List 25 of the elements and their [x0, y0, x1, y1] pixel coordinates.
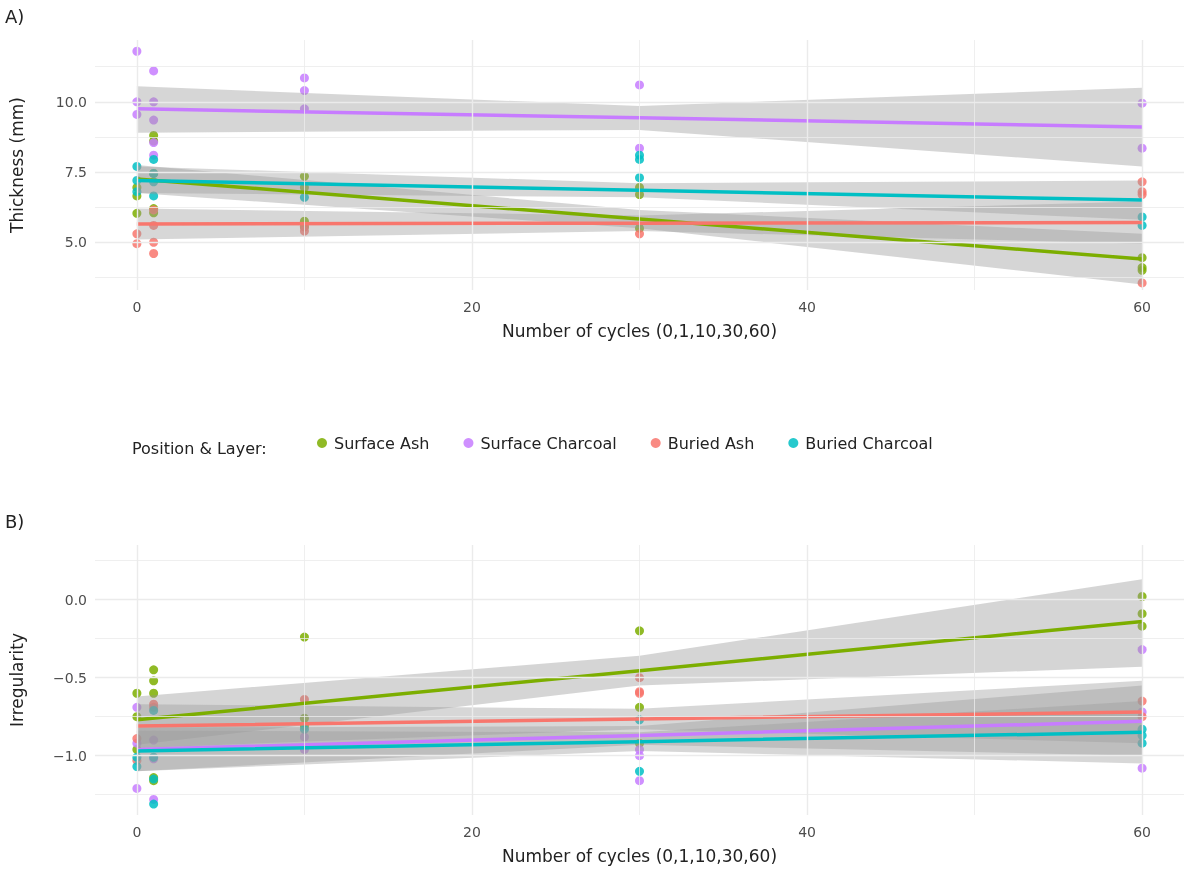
legend-label: Buried Ash	[667, 433, 755, 453]
y-tick-label: 5.0	[64, 234, 87, 251]
x-axis-title: Number of cycles (0,1,10,30,60)	[501, 845, 778, 866]
y-tick-label: 7.5	[64, 164, 87, 181]
x-tick-label: 20	[463, 299, 481, 315]
y-tick-label: 0.0	[64, 591, 87, 608]
x-tick-label: 0	[132, 299, 142, 315]
x-tick-label: 40	[798, 824, 816, 840]
y-tick-label: −1.0	[53, 747, 87, 764]
x-axis-title: Number of cycles (0,1,10,30,60)	[501, 320, 778, 341]
x-tick-label: 40	[798, 299, 816, 315]
y-axis-title: Irregularity	[6, 633, 27, 727]
legend-label: Surface Ash	[334, 433, 430, 453]
x-tick-label: 60	[1133, 824, 1152, 840]
legend-label: Surface Charcoal	[480, 433, 617, 453]
chart-title: B)	[5, 510, 25, 532]
y-tick-label: 10.0	[55, 93, 87, 110]
y-tick-label: −0.5	[53, 669, 87, 686]
chart-title: A)	[5, 5, 25, 27]
y-axis-title: Thickness (mm)	[6, 97, 27, 234]
x-tick-label: 20	[463, 824, 481, 840]
x-tick-label: 0	[132, 824, 142, 840]
x-tick-label: 60	[1133, 299, 1152, 315]
legend-title: Position & Layer:	[132, 438, 267, 458]
legend-label: Buried Charcoal	[805, 433, 933, 453]
